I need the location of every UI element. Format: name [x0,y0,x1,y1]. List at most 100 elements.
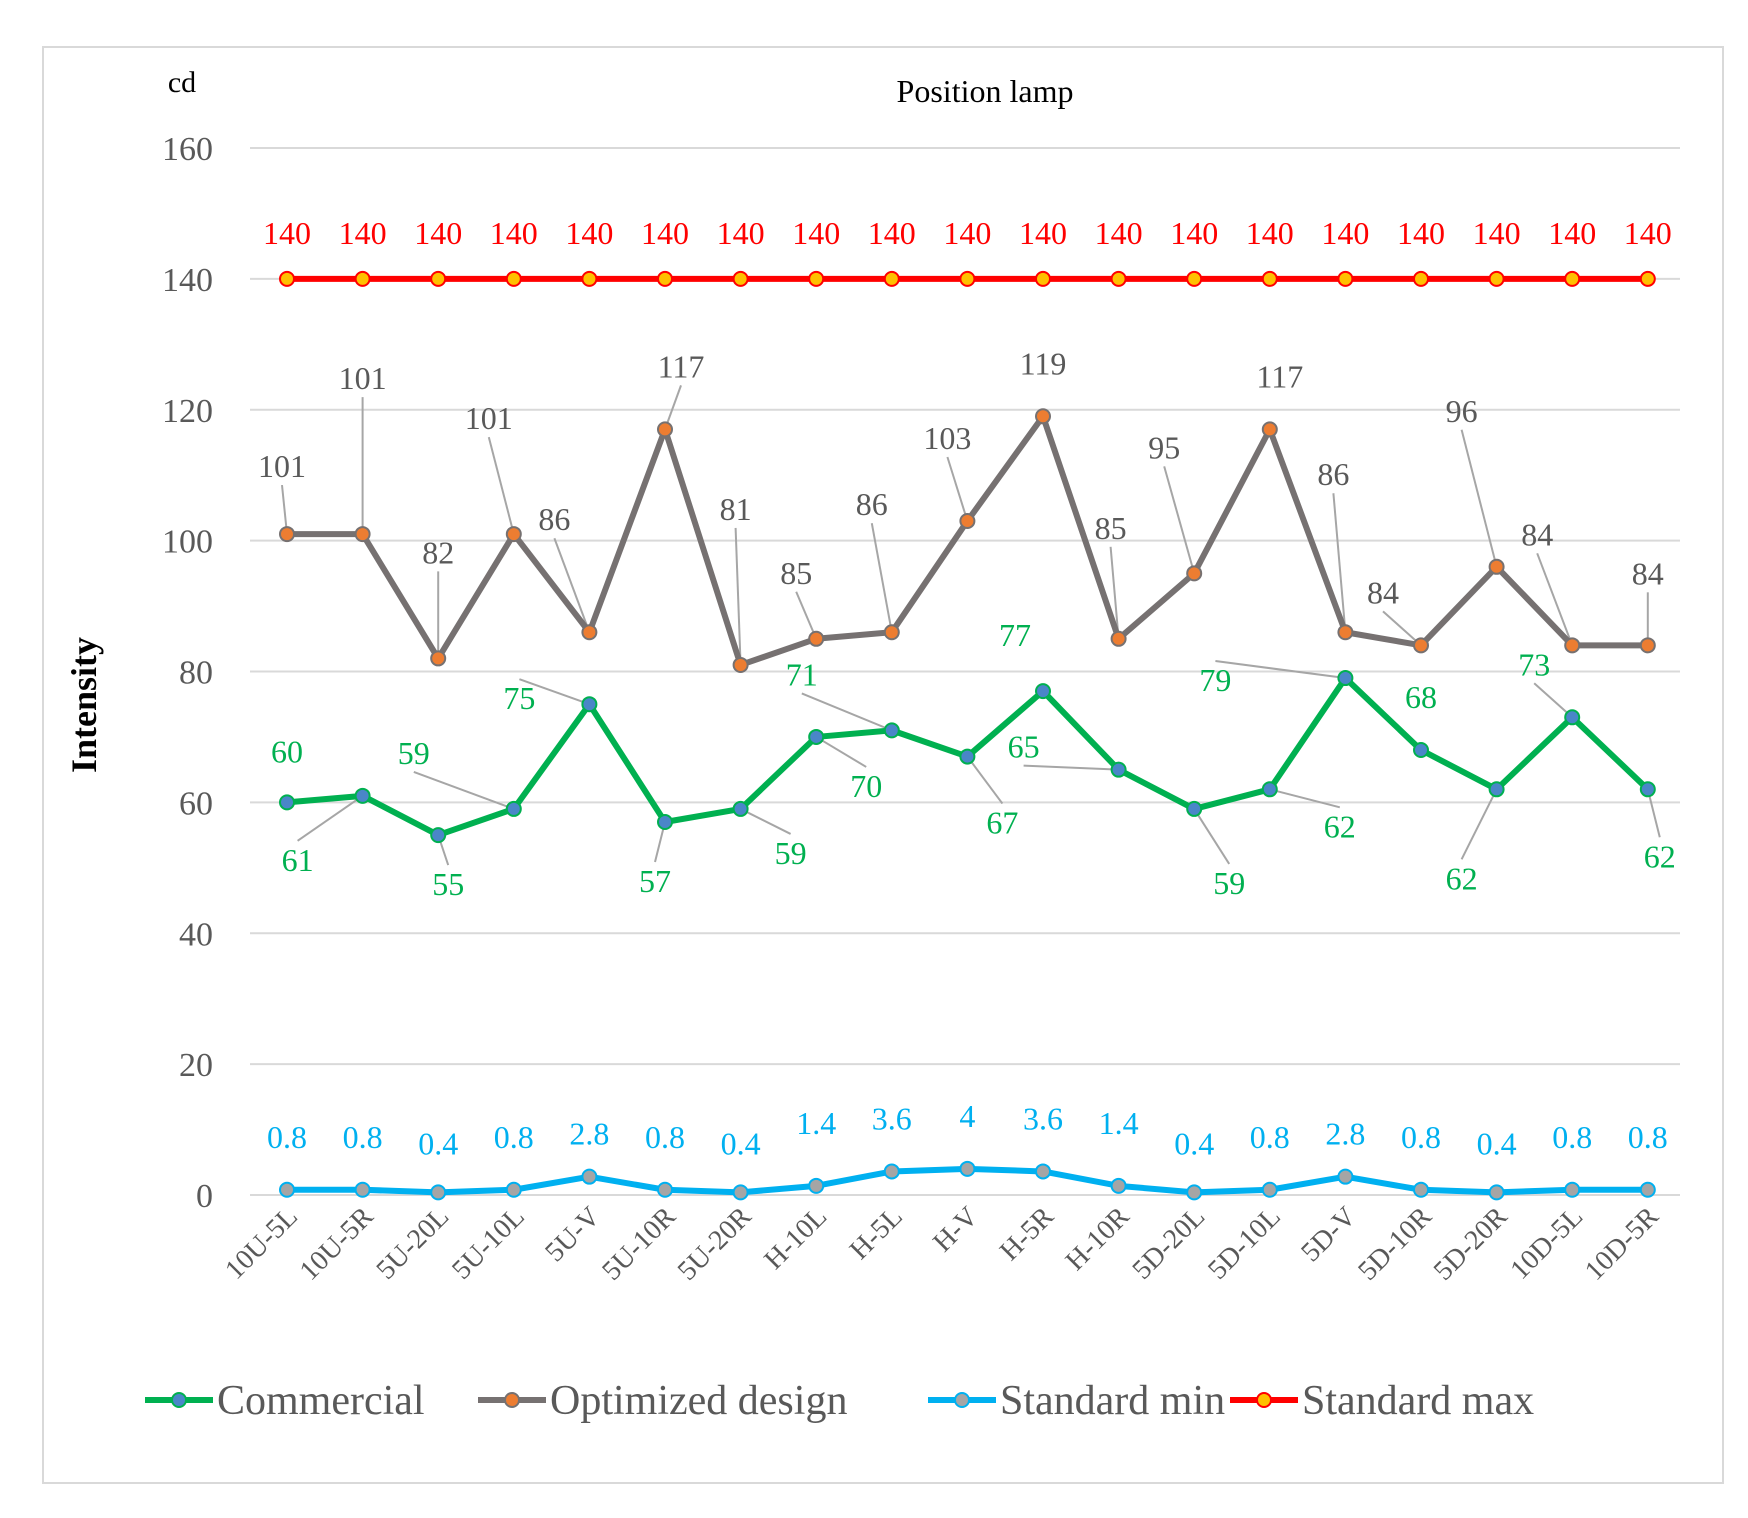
data-label: 57 [639,863,671,899]
data-label: 0.4 [721,1125,761,1161]
x-tick-label: 5U-10R [596,1201,682,1287]
leader-line [1646,789,1661,838]
data-label: 140 [1246,215,1294,251]
data-point [1186,565,1203,582]
leader-line [553,537,591,633]
data-label: 84 [1521,516,1553,552]
leader-line [1215,660,1346,680]
data-label: 60 [271,733,303,769]
data-point [1261,270,1278,287]
x-tick-label: H-V [927,1201,984,1258]
data-label: 0.8 [494,1119,534,1155]
y-tick-label: 120 [162,393,213,430]
leader-line [487,436,515,535]
data-point [430,1184,447,1201]
data-label: 95 [1148,429,1180,465]
x-tick-label: H-5L [844,1201,909,1266]
data-point [1413,742,1429,759]
data-point [1337,1168,1354,1185]
data-label: 73 [1518,646,1550,682]
series-standard-min [279,1160,1656,1201]
leader-line [1536,552,1574,646]
y-tick-label: 60 [179,785,213,822]
data-point [1110,761,1127,778]
y-tick-label: 140 [162,262,213,299]
data-label: 84 [1632,555,1664,591]
data-label: 4 [959,1098,975,1134]
x-tick-label: 5D-10R [1352,1201,1438,1287]
data-point [959,512,976,529]
data-label: 1.4 [796,1105,836,1141]
series-layer [279,270,1656,1201]
leader-line [1332,493,1347,633]
data-point [1488,558,1505,575]
legend: Commercial Optimized design Standard min St… [145,1378,1534,1424]
leader-line [297,795,364,842]
leader-line [801,692,893,732]
data-label: 85 [780,555,812,591]
data-point [883,624,900,641]
data-point [430,650,447,667]
data-label: 140 [1397,215,1445,251]
leader-line [740,808,792,835]
data-label: 96 [1446,393,1478,429]
data-label: 103 [923,420,971,456]
leader-line [1382,610,1422,647]
legend-label: Commercial [217,1378,425,1424]
data-label: 117 [658,348,705,384]
data-label: 140 [641,215,689,251]
data-point [1564,1181,1581,1198]
data-point [581,1168,598,1185]
data-point [1639,1181,1656,1198]
data-point [279,794,295,811]
data-point [732,656,749,673]
data-label: 0.8 [1552,1119,1592,1155]
data-label: 140 [339,215,387,251]
data-point [1337,670,1354,687]
data-point [354,270,371,287]
data-point [1488,1184,1505,1201]
data-point [808,1177,825,1194]
data-label: 2.8 [569,1116,609,1152]
data-point [279,526,295,543]
data-label: 1.4 [1099,1105,1139,1141]
data-point [657,270,673,287]
data-point [430,827,447,844]
data-point [505,270,522,287]
leader-line [1460,788,1498,860]
leader-line [1533,682,1573,719]
data-point [959,748,976,765]
data-label: 75 [503,680,535,716]
label-leader-lines [281,385,1661,866]
data-point [657,421,673,438]
data-label: 61 [282,842,314,878]
data-label: 59 [775,835,807,871]
leader-line [1023,764,1119,771]
data-label: 3.6 [1023,1100,1063,1136]
data-point [1035,683,1051,700]
data-label: 59 [1213,865,1245,901]
data-label: 140 [263,215,311,251]
legend-item-commercial: Commercial [145,1378,425,1424]
data-label: 84 [1367,574,1399,610]
data-label: 86 [1317,456,1349,492]
data-label: 101 [339,360,387,396]
data-label: 140 [1321,215,1369,251]
y-tick-label: 20 [179,1047,213,1084]
data-point [1261,1181,1278,1198]
legend-label: Optimized design [550,1378,847,1424]
data-label: 59 [398,735,430,771]
data-label: 140 [490,215,538,251]
legend-label: Standard max [1302,1378,1534,1424]
data-label: 0.4 [418,1125,458,1161]
data-label: 77 [999,617,1031,653]
data-point [1564,270,1581,287]
x-tick-label: H-5R [994,1201,1060,1267]
x-tick-label: 5D-10L [1202,1201,1287,1286]
data-point [1110,630,1127,647]
legend-swatch-marker [171,1392,187,1408]
data-point [732,270,749,287]
y-tick-label: 160 [162,131,213,168]
data-label: 65 [1008,729,1040,765]
data-label: 68 [1405,679,1437,715]
